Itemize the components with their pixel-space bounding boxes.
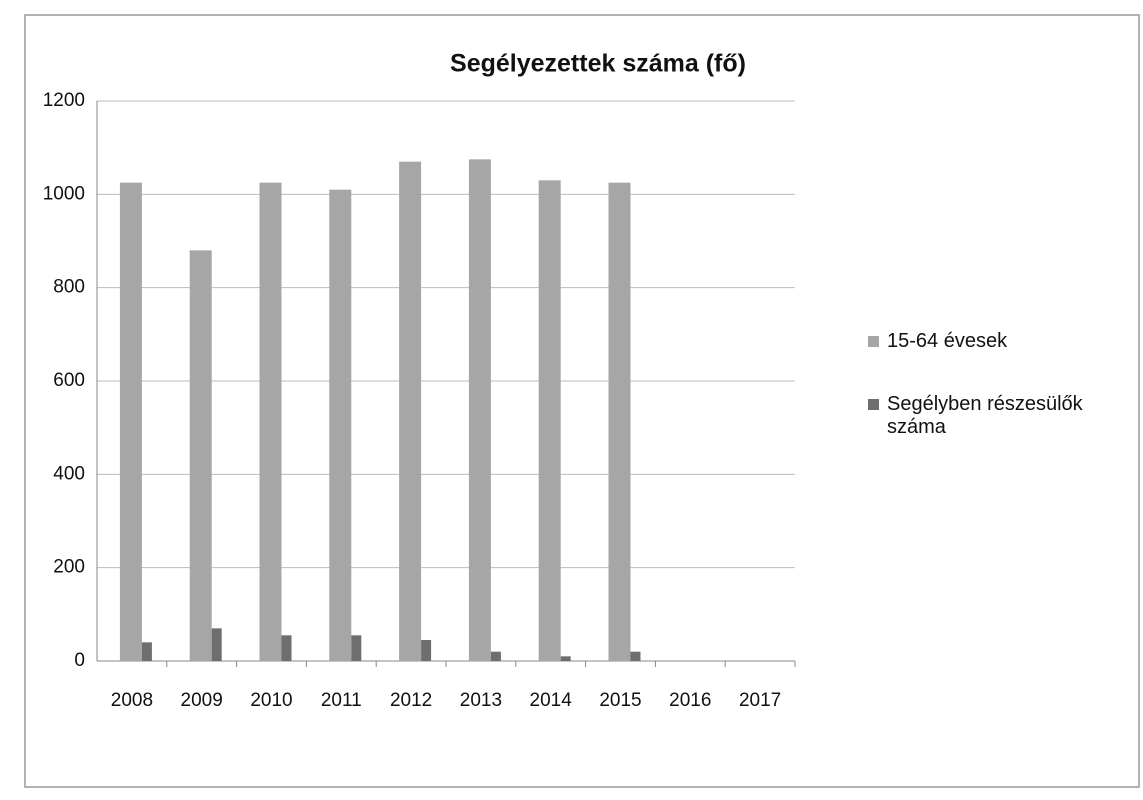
x-tick-label: 2016 xyxy=(669,690,711,711)
x-tick-label: 2012 xyxy=(390,690,432,711)
bar xyxy=(189,250,212,662)
legend-item: Segélyben részesülők száma xyxy=(868,393,1128,439)
y-tick-label: 200 xyxy=(53,557,85,578)
bar xyxy=(421,640,432,661)
x-tick-label: 2014 xyxy=(530,690,573,711)
bar xyxy=(259,182,282,661)
bar xyxy=(630,651,641,661)
y-tick-label: 600 xyxy=(53,370,85,391)
bar xyxy=(468,159,491,662)
chart-frame xyxy=(24,14,1140,788)
bar xyxy=(281,635,292,661)
bar xyxy=(399,161,422,661)
bar xyxy=(490,651,501,661)
y-tick-label: 1000 xyxy=(43,183,85,204)
x-tick-label: 2015 xyxy=(599,690,641,711)
x-tick-label: 2010 xyxy=(250,690,292,711)
bar xyxy=(119,182,142,661)
legend-swatch xyxy=(868,336,879,347)
x-tick-label: 2011 xyxy=(321,690,362,711)
x-tick-label: 2009 xyxy=(181,690,223,711)
y-tick-label: 800 xyxy=(53,277,85,298)
y-tick-label: 400 xyxy=(53,463,85,484)
bar xyxy=(211,628,222,661)
x-tick-label: 2013 xyxy=(460,690,502,711)
legend: 15-64 évesek Segélyben részesülők száma xyxy=(868,330,1128,479)
chart-title: Segélyezettek száma (fő) xyxy=(450,50,746,78)
y-tick-label: 1200 xyxy=(43,90,85,111)
x-tick-label: 2017 xyxy=(739,690,781,711)
bar xyxy=(560,656,571,661)
bar xyxy=(141,642,152,661)
bar xyxy=(351,635,362,661)
legend-label: 15-64 évesek xyxy=(887,330,1008,352)
legend-label: Segélyben részesülők száma xyxy=(887,393,1083,438)
y-tick-label: 0 xyxy=(74,650,85,671)
legend-swatch xyxy=(868,399,879,410)
bar xyxy=(329,189,352,661)
legend-item: 15-64 évesek xyxy=(868,330,1128,353)
x-tick-label: 2008 xyxy=(111,690,153,711)
bar xyxy=(608,182,631,661)
bar xyxy=(538,180,561,662)
